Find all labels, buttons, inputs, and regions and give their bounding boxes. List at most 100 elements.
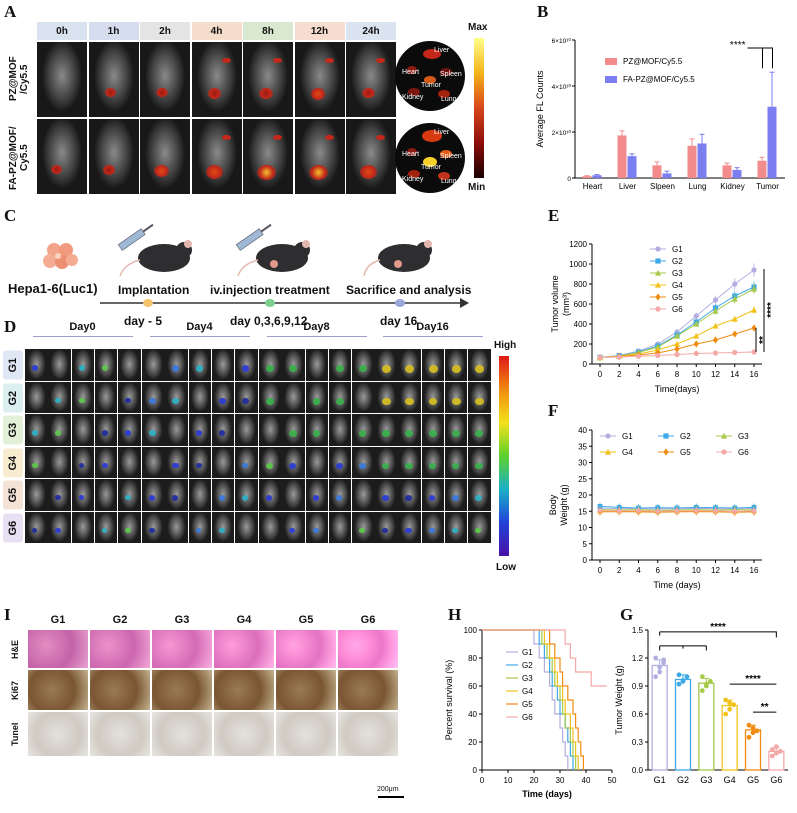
f-legend-label: G2 (680, 432, 691, 441)
organ-liver-label: Liver (434, 47, 450, 54)
b-ytick: 6×10¹⁰ (552, 37, 572, 45)
f-xtick: 6 (656, 566, 661, 575)
histology-image (152, 630, 212, 668)
stain-label-1: Ki67 (10, 680, 20, 700)
bli-mouse-image (71, 446, 95, 478)
bli-mouse-image (48, 511, 71, 543)
bli-signal (289, 430, 297, 437)
bli-signal (405, 397, 414, 406)
histology-image (90, 670, 150, 710)
cell-line-label: Hepa1-6(Luc1) (8, 281, 98, 296)
svg-text:Liver: Liver (434, 129, 450, 136)
b-bar (582, 176, 592, 178)
bli-signal (405, 495, 413, 502)
f-legend-label: G5 (680, 448, 691, 457)
chart-f-body-weight: 0 5 10 15 20 25 30 35 40 0 2 4 6 8 10 12 14 16 Time (days)… (548, 426, 762, 590)
svg-text:Tumor: Tumor (421, 164, 442, 171)
bli-mouse-image (235, 511, 258, 543)
f-ytick: 30 (578, 459, 587, 468)
day-underline (267, 336, 367, 337)
g-data-point (746, 734, 752, 740)
b-ytick: 0 (567, 176, 571, 183)
g-data-point (657, 664, 663, 670)
bli-mouse-image (398, 511, 421, 543)
data-point (712, 297, 719, 303)
bli-signal (172, 495, 179, 501)
h-survival-curve (482, 629, 574, 770)
liver-signal (273, 58, 282, 63)
g-ylabel: Tumor Weight (g) (614, 665, 624, 735)
group-label-G1: G1 (3, 351, 23, 380)
bli-mouse-image (328, 381, 352, 413)
bli-mouse-image (142, 446, 165, 478)
bli-signal (125, 397, 132, 404)
bli-mouse-image (211, 511, 235, 543)
f-xtick: 8 (675, 566, 680, 575)
data-point (604, 448, 612, 455)
h-xtick: 30 (556, 776, 565, 785)
step-day-1: day - 5 (124, 314, 163, 328)
tumor-signal (259, 88, 273, 100)
g-ytick: 1.5 (632, 626, 644, 635)
e-xlabel: Time(days) (655, 384, 700, 394)
h-survival-curve (482, 629, 569, 770)
mouse-image (88, 119, 139, 194)
bli-mouse-image (165, 381, 188, 413)
bli-mouse-image (259, 479, 282, 511)
e-ytick: 800 (574, 280, 588, 289)
mouse-3-icon (363, 240, 432, 277)
liver-signal (273, 135, 282, 140)
group-label-G3: G3 (3, 416, 23, 445)
bli-signal (475, 462, 483, 470)
e-ytick: 1200 (569, 240, 587, 249)
data-point (616, 508, 622, 514)
data-point (750, 285, 758, 292)
bli-mouse-image (94, 511, 118, 543)
h-ytick: 60 (468, 682, 477, 691)
b-bar (732, 169, 742, 178)
bli-mouse-image (444, 381, 468, 413)
bli-signal (195, 462, 202, 469)
data-point (693, 313, 699, 319)
g-significance-1: **** (710, 622, 726, 633)
mouse-image (88, 42, 139, 117)
step-title-3: Sacrifice and analysis (346, 283, 472, 297)
g-data-point (750, 725, 756, 731)
bli-mouse-image (211, 479, 235, 511)
bli-signal (405, 527, 412, 534)
bli-mouse-image (282, 479, 305, 511)
bli-signal (266, 462, 273, 469)
bli-signal (32, 365, 39, 371)
tumor-signal (104, 88, 116, 97)
h-ylabel: Percent survival (%) (444, 660, 454, 741)
bli-signal (451, 430, 460, 438)
bli-mouse-image (259, 414, 282, 446)
bli-mouse-image (398, 479, 421, 511)
timepoint-header-24h: 24h (346, 22, 396, 40)
panel-label-c: C (4, 206, 17, 225)
bli-mouse-image (211, 349, 235, 381)
bli-mouse-image (48, 349, 71, 381)
b-xtick: Heart (583, 182, 603, 191)
bli-signal (428, 527, 435, 534)
bli-signal (101, 430, 108, 436)
f-legend-label: G6 (738, 448, 749, 457)
e-ylabel: Tumor volume (550, 275, 560, 332)
data-point (655, 258, 661, 264)
bli-signal (289, 527, 296, 534)
g-data-point (676, 672, 682, 678)
step-title-1: Implantation (118, 283, 190, 297)
h-ytick: 80 (468, 654, 477, 663)
tumor-signal (51, 165, 62, 174)
panel-label-g: G (620, 605, 634, 624)
bli-signal (55, 430, 62, 436)
data-point (751, 324, 757, 332)
day-underline (150, 336, 250, 337)
bli-signal (55, 495, 61, 501)
b-legend-swatch (605, 76, 617, 83)
bli-signal (101, 462, 108, 469)
cell-cluster-icon (43, 243, 78, 269)
histology-group-header-G6: G6 (360, 614, 376, 626)
bli-mouse-image (259, 381, 282, 413)
f-xtick: 14 (730, 566, 739, 575)
